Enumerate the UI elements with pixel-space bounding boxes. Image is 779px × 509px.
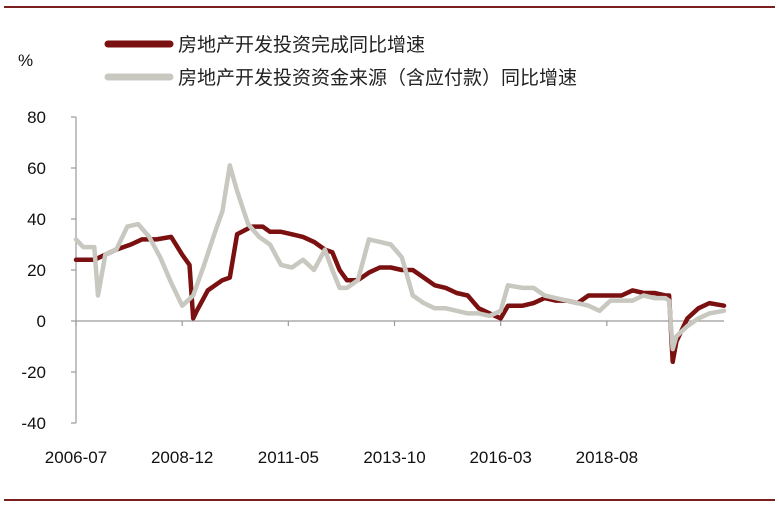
x-tick-label: 2006-07 [45,448,107,467]
series-line-investment [73,224,727,365]
legend: 房地产开发投资完成同比增速 房地产开发投资资金来源（含应付款）同比增速 [104,34,577,89]
x-tick-label: 2018-08 [576,448,638,467]
x-tick-label: 2011-05 [258,448,319,467]
y-tick-label: 40 [27,210,46,229]
legend-label-investment: 房地产开发投资完成同比增速 [178,34,425,56]
y-tick-label: 80 [27,108,46,127]
y-axis-unit-label: % [18,51,33,70]
y-axis: -40 -20 0 20 40 60 80 [21,108,77,433]
series-line-funding [73,163,727,352]
series-layer [73,163,727,365]
legend-label-funding: 房地产开发投资资金来源（含应付款）同比增速 [178,67,577,89]
y-tick-label: 20 [27,261,46,280]
x-axis: 2006-07 2008-12 2011-05 2013-10 2016-03 2018-… [45,320,724,467]
y-tick-label: 60 [27,159,46,178]
y-tick-label: 0 [37,312,46,331]
x-tick-label: 2016-03 [469,448,531,467]
y-tick-label: -20 [21,363,46,382]
x-tick-label: 2008-12 [151,448,213,467]
y-tick-label: -40 [21,414,46,433]
legend-item-funding: 房地产开发投资资金来源（含应付款）同比增速 [104,67,577,89]
legend-item-investment: 房地产开发投资完成同比增速 [104,34,425,56]
x-tick-label: 2013-10 [363,448,425,467]
